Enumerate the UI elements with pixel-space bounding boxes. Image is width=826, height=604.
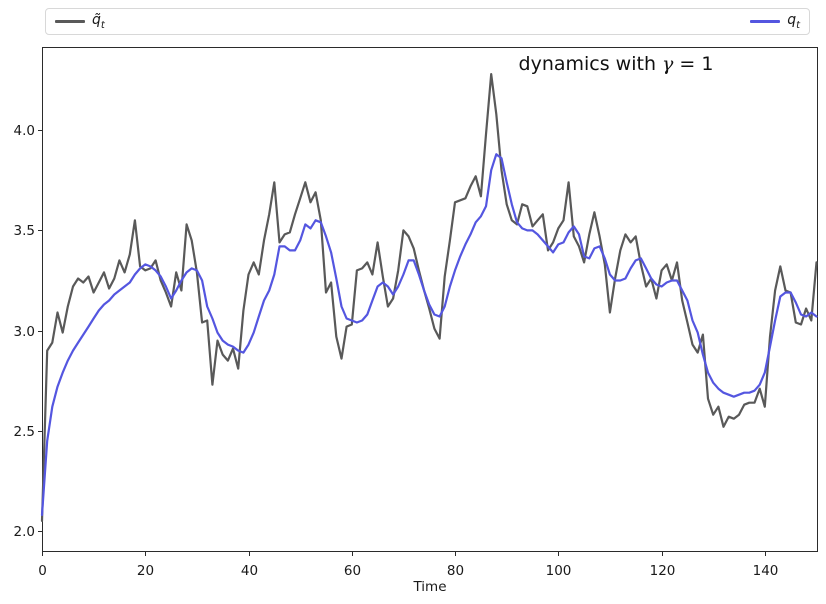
y-tick-label: 3.0 [14,324,35,340]
legend: q̃t qt [45,8,810,35]
series-qtilde-line [40,72,818,523]
legend-label-q: qt [787,11,800,31]
x-tick-label: 60 [344,563,361,579]
x-tick-label: 100 [546,563,572,579]
q-line-swatch [750,19,781,23]
axes-border [42,47,818,552]
series-q-line [40,153,818,517]
x-axis-label: Time [412,579,446,595]
x-tick-label: 0 [38,563,47,579]
x-tick-label: 40 [241,563,258,579]
y-tick-label: 3.5 [14,223,35,239]
y-tick-label: 2.5 [14,424,35,440]
x-tick-label: 80 [447,563,464,579]
legend-label-qtilde: q̃t [92,11,105,31]
legend-entry-qtilde: q̃t [55,13,105,31]
x-tick-label: 120 [650,563,676,579]
annotation-gamma-text: dynamics with γ = 1 [518,53,714,75]
y-tick-label: 2.0 [14,524,35,540]
y-tick-label: 4.0 [14,123,35,139]
x-tick-label: 20 [137,563,154,579]
qtilde-line-swatch [55,19,85,23]
x-tick-label: 140 [753,563,779,579]
legend-entry-q: qt [750,13,800,31]
